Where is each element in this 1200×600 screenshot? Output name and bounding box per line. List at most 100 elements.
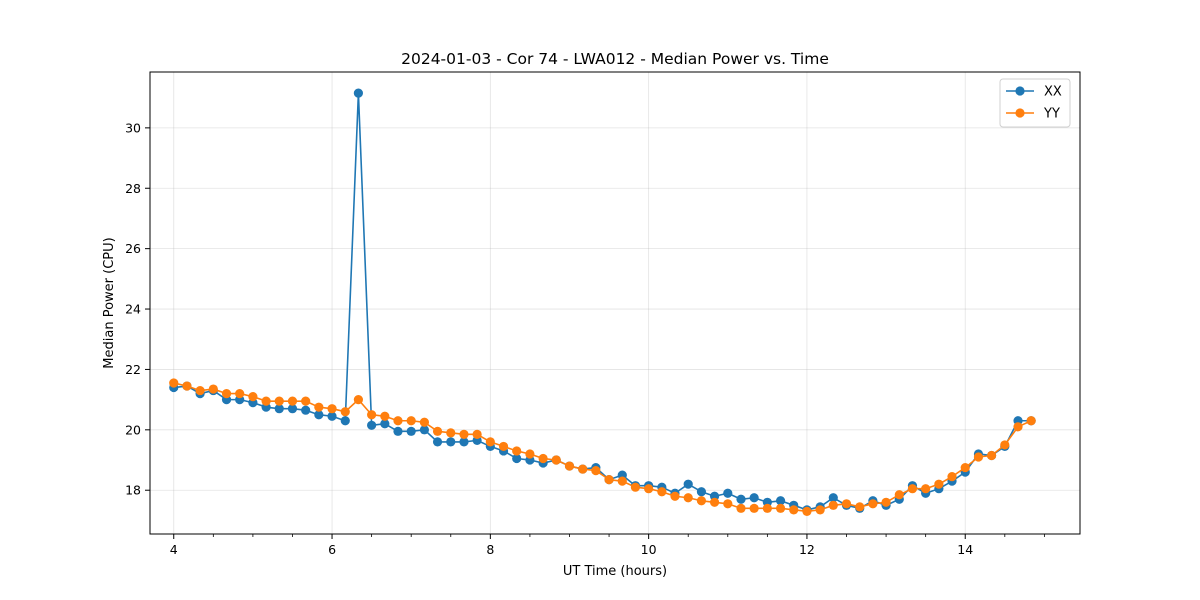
data-point-yy <box>617 476 627 486</box>
legend-marker-xx <box>1015 86 1025 96</box>
data-point-yy <box>1000 440 1010 450</box>
data-point-yy <box>986 450 997 461</box>
y-tick-label: 22 <box>125 362 141 377</box>
data-point-yy <box>947 472 957 482</box>
data-point-xx <box>446 437 456 447</box>
data-point-xx <box>274 404 284 414</box>
data-point-yy <box>287 396 298 406</box>
data-point-yy <box>828 500 838 510</box>
data-point-yy <box>485 437 495 447</box>
data-point-yy <box>1013 422 1023 432</box>
data-point-yy <box>1026 416 1036 426</box>
data-point-yy <box>525 449 535 459</box>
data-point-yy <box>498 441 509 452</box>
data-point-yy <box>564 461 575 471</box>
data-point-yy <box>274 396 284 406</box>
x-tick-label: 12 <box>799 542 815 557</box>
legend-label-yy: YY <box>1043 107 1060 122</box>
data-point-xx <box>287 404 298 414</box>
y-tick-label: 28 <box>125 181 141 196</box>
data-point-xx <box>683 479 693 489</box>
data-point-yy <box>314 402 324 412</box>
data-point-yy <box>419 417 430 427</box>
data-point-yy <box>472 429 482 439</box>
data-point-yy <box>868 499 878 509</box>
data-point-xx <box>459 437 469 447</box>
data-point-yy <box>881 497 891 507</box>
data-point-yy <box>644 484 654 494</box>
data-point-xx <box>340 416 350 426</box>
data-point-xx <box>749 493 759 503</box>
plot-frame <box>149 71 1081 535</box>
data-point-yy <box>195 385 205 396</box>
legend: XX YY <box>999 78 1071 128</box>
data-point-xx <box>353 88 363 98</box>
data-point-yy <box>775 503 786 513</box>
data-point-yy <box>815 505 825 515</box>
x-tick-label: 6 <box>328 542 336 557</box>
data-point-xx <box>432 437 443 447</box>
data-point-yy <box>578 464 588 474</box>
data-point-yy <box>934 479 944 489</box>
y-tick-label: 30 <box>125 120 141 135</box>
data-point-xx <box>828 493 838 503</box>
axis-ticks: 4 6 8 10 12 14 18 20 22 24 26 28 30 <box>125 120 1045 557</box>
data-point-yy <box>630 482 641 492</box>
data-point-yy <box>960 462 970 473</box>
data-point-xx <box>301 405 311 415</box>
x-tick-label: 8 <box>486 542 494 557</box>
data-point-yy <box>393 416 403 426</box>
data-point-yy <box>604 475 614 485</box>
data-point-yy <box>670 491 680 501</box>
data-point-yy <box>406 416 416 426</box>
data-point-yy <box>248 392 258 402</box>
chart-title: 2024-01-03 - Cor 74 - LWA012 - Median Po… <box>401 50 829 68</box>
legend-label-xx: XX <box>1044 85 1062 100</box>
data-point-yy <box>894 490 904 500</box>
series-yy <box>169 378 1036 516</box>
data-point-xx <box>406 426 416 436</box>
data-point-yy <box>340 407 350 417</box>
x-tick-label: 4 <box>170 542 178 557</box>
data-point-yy <box>235 388 245 399</box>
data-point-yy <box>723 499 733 509</box>
data-point-yy <box>709 497 720 507</box>
data-point-xx <box>367 420 377 430</box>
data-point-yy <box>327 404 337 414</box>
data-point-xx <box>512 453 522 464</box>
data-point-yy <box>538 453 548 464</box>
data-point-yy <box>208 384 218 394</box>
data-point-xx <box>393 426 403 436</box>
data-point-yy <box>921 484 931 494</box>
data-point-yy <box>182 381 192 391</box>
data-point-yy <box>301 396 311 406</box>
data-point-xx <box>775 496 786 506</box>
data-point-yy <box>789 505 799 515</box>
legend-marker-yy <box>1015 108 1025 118</box>
x-tick-label: 10 <box>641 542 657 557</box>
series-layer <box>169 88 1036 516</box>
data-point-yy <box>551 455 561 465</box>
data-point-yy <box>353 395 363 405</box>
data-point-yy <box>169 378 179 388</box>
data-point-yy <box>973 452 984 462</box>
data-point-xx <box>696 487 707 497</box>
y-tick-label: 18 <box>125 483 141 498</box>
x-axis-label: UT Time (hours) <box>563 564 667 579</box>
y-tick-label: 26 <box>125 241 141 256</box>
data-point-yy <box>802 506 812 516</box>
data-point-yy <box>907 484 918 494</box>
y-tick-label: 20 <box>125 422 141 437</box>
data-point-yy <box>657 487 667 497</box>
data-point-xx <box>723 488 733 498</box>
x-tick-label: 14 <box>957 542 973 557</box>
data-point-xx <box>380 419 390 429</box>
y-tick-label: 24 <box>125 302 141 317</box>
data-point-yy <box>459 429 469 439</box>
data-point-yy <box>696 496 707 506</box>
data-point-yy <box>261 396 271 406</box>
data-point-yy <box>762 503 772 513</box>
data-point-yy <box>432 426 443 436</box>
data-point-yy <box>446 428 456 438</box>
